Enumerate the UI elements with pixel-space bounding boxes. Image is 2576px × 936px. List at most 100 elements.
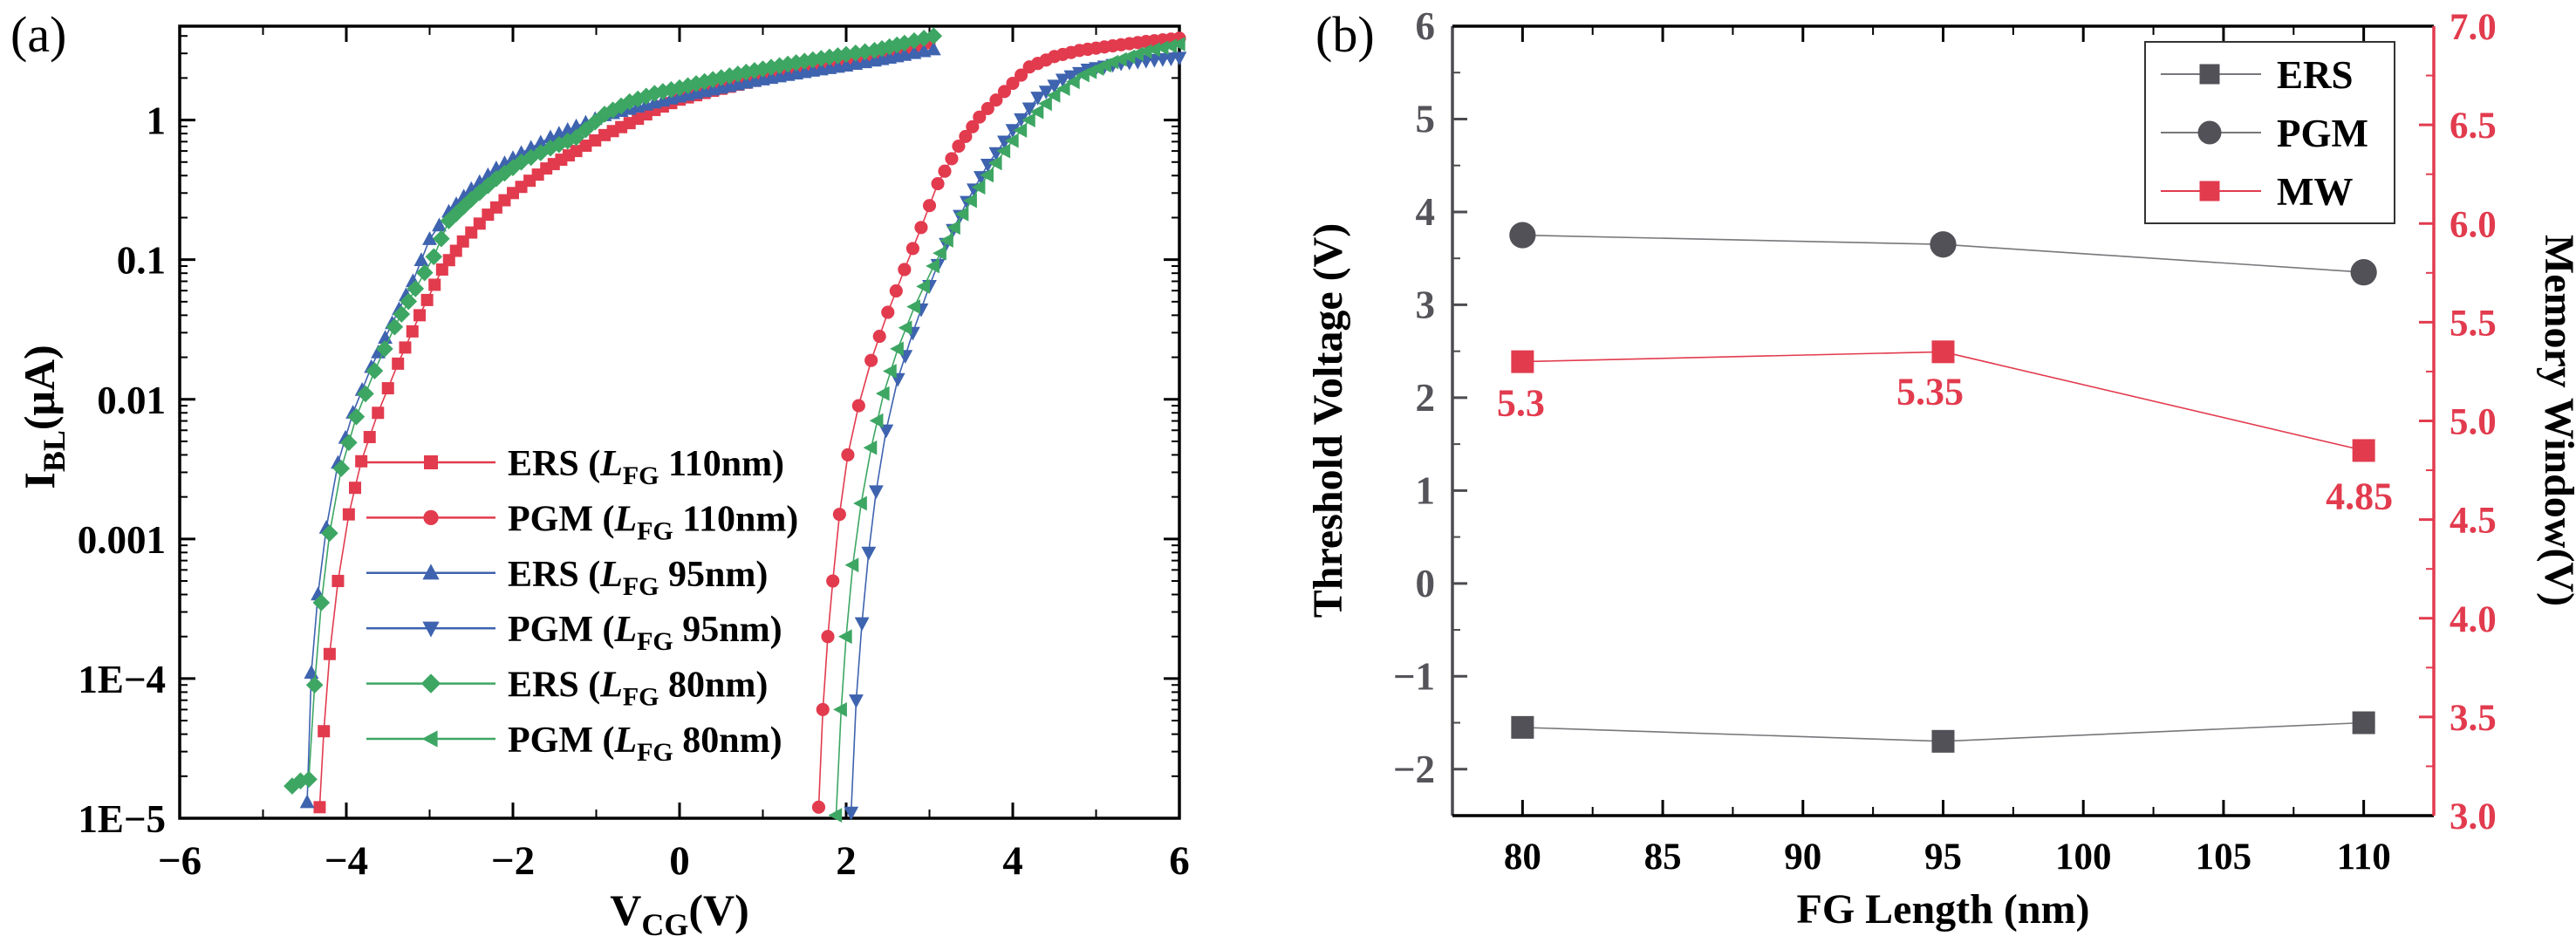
series-marker [1014, 68, 1028, 82]
panel-b-label: (b) [1315, 6, 1375, 63]
series-marker [1154, 40, 1169, 56]
y-tick-label: 1E−5 [78, 797, 166, 841]
plot-a-x-tick-labels: −6 −4 −2 0 2 4 6 [158, 838, 1190, 884]
plot-b-left-tick-labels: 6 5 4 3 2 1 0 −1 −2 [1393, 4, 1435, 791]
series-marker [413, 309, 427, 322]
series-marker [366, 362, 384, 379]
series-marker [372, 407, 385, 420]
series-marker [543, 129, 558, 144]
series-marker [449, 244, 462, 257]
series-marker [945, 152, 959, 166]
series-marker [629, 90, 647, 108]
series-marker [872, 329, 886, 344]
series-marker [1065, 74, 1080, 90]
series-marker [407, 280, 425, 297]
y-left-tick-label: 6 [1416, 4, 1436, 48]
series-marker [712, 69, 730, 86]
series-marker [905, 242, 919, 256]
series-marker [1931, 340, 1955, 364]
series-marker [1056, 81, 1070, 97]
series-marker [878, 424, 894, 439]
series-marker [1014, 113, 1028, 127]
series-marker [914, 221, 928, 235]
series-marker [533, 134, 549, 149]
plot-a-y-axis-title: IBL(μA) [15, 345, 72, 488]
series-mw: 5.3 5.35 4.85 [1497, 340, 2393, 517]
legend-marker [422, 564, 440, 580]
series-marker [1030, 92, 1046, 106]
data-label: 5.35 [1896, 370, 1964, 413]
y-right-tick-label: 5.5 [2450, 303, 2497, 344]
y-tick-label: 1E−4 [78, 658, 166, 701]
series-marker [413, 252, 429, 267]
series-marker [925, 27, 943, 45]
x-tick-label: 95 [1924, 837, 1962, 878]
series-marker [1038, 96, 1052, 112]
x-tick-label: −4 [325, 838, 368, 884]
y-right-tick-label: 4.0 [2450, 599, 2497, 640]
y-right-tick-label: 3.0 [2450, 796, 2497, 837]
series-marker [890, 341, 904, 357]
series-marker [1509, 222, 1536, 249]
series-marker [393, 305, 411, 323]
legend-item-pgm-95nm: PGM (LFG 95nm) [366, 610, 782, 656]
x-tick-label: −6 [158, 838, 202, 884]
x-tick-label: 6 [1169, 838, 1190, 884]
series-marker [425, 248, 443, 266]
series-marker [796, 52, 814, 71]
series-marker [347, 407, 366, 426]
series-marker [844, 557, 859, 573]
series-marker [989, 93, 1003, 107]
y-left-tick-label: 5 [1416, 97, 1436, 140]
series-marker [340, 434, 358, 452]
series-marker [332, 460, 351, 477]
legend-item-ers-80nm: ERS (LFG 80nm) [366, 666, 768, 712]
series-marker [399, 341, 412, 354]
y-left-tick-label: 0 [1416, 562, 1436, 605]
legend-item-pgm-80nm: PGM (LFG 80nm) [366, 721, 782, 767]
series-marker [560, 122, 576, 136]
series-marker [889, 284, 903, 298]
series-marker [392, 357, 405, 370]
x-tick-label: 100 [2055, 837, 2112, 878]
series-marker [1006, 76, 1020, 91]
series-pgm-lfg-95nm [844, 51, 1187, 821]
legend-item-mw: MW [2161, 170, 2353, 214]
series-marker [357, 385, 374, 403]
series-marker [1013, 123, 1028, 138]
series-marker [864, 353, 878, 367]
series-marker [433, 229, 450, 248]
legend-item-pgm: PGM [2161, 112, 2368, 155]
series-marker [946, 220, 960, 236]
series-marker [1005, 124, 1021, 138]
y-left-tick-label: −1 [1393, 654, 1435, 698]
series-marker [422, 231, 437, 245]
series-marker [980, 167, 994, 183]
series-line [850, 57, 1180, 813]
series-marker [400, 292, 418, 311]
series-marker [898, 320, 912, 336]
series-marker [996, 143, 1011, 159]
legend-label: ERS [2277, 53, 2354, 97]
series-marker [312, 594, 331, 611]
legend-marker [420, 673, 441, 693]
y-left-tick-label: 4 [1416, 190, 1436, 234]
series-marker [305, 676, 324, 694]
series-marker [551, 126, 567, 140]
plot-b-right-tick-labels: 7.0 6.5 6.0 5.5 5.0 4.5 4.0 3.5 3.0 [2450, 7, 2497, 837]
series-marker [981, 101, 994, 115]
series-marker [1004, 133, 1019, 148]
series-marker [1146, 42, 1160, 58]
series-marker [406, 325, 419, 338]
series-marker [442, 254, 455, 267]
series-marker [386, 318, 404, 336]
series-marker [973, 110, 987, 124]
series-marker [881, 305, 895, 319]
plot-a-x-axis-title: VCG(V) [610, 885, 749, 936]
y-tick-label: 0.01 [97, 379, 166, 422]
series-marker [926, 41, 941, 56]
series-marker [851, 399, 865, 413]
series-marker [355, 454, 368, 468]
series-marker [1511, 350, 1534, 373]
series-marker [938, 164, 952, 178]
